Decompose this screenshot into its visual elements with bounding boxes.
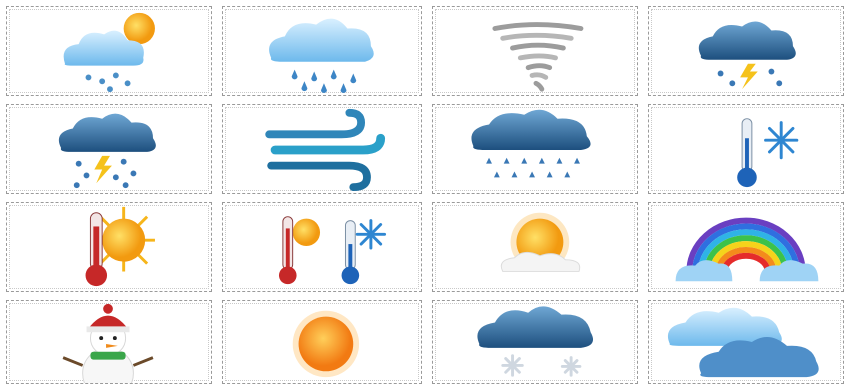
tile-cold-thermometer[interactable] — [648, 104, 844, 194]
sun-behind-rain-cloud-icon — [63, 12, 155, 93]
wind-icon — [265, 108, 386, 192]
tile-sun-behind-cloud[interactable] — [432, 202, 638, 292]
rain-cloud-icon — [269, 18, 374, 94]
tile-hot-thermometer[interactable] — [6, 202, 212, 292]
tile-snowman[interactable] — [6, 300, 212, 384]
tile-thunder-hail-cloud[interactable] — [6, 104, 212, 194]
tile-snow-cloud[interactable] — [432, 300, 638, 384]
rainbow-icon — [675, 217, 819, 282]
tile-sun[interactable] — [222, 300, 422, 384]
tile-rain-cloud[interactable] — [222, 6, 422, 96]
snowman-icon — [62, 303, 154, 383]
tile-sun-behind-rain-cloud[interactable] — [6, 6, 212, 96]
overcast-clouds-icon — [667, 307, 819, 378]
tile-hail-cloud[interactable] — [432, 104, 638, 194]
snow-cloud-icon — [477, 306, 594, 377]
tile-rainbow[interactable] — [648, 202, 844, 292]
tile-thunderstorm-cloud[interactable] — [648, 6, 844, 96]
hot-thermometer-sun-icon — [85, 206, 155, 287]
tile-tornado[interactable] — [432, 6, 638, 96]
tile-wind[interactable] — [222, 104, 422, 194]
sun-icon — [292, 310, 360, 378]
cold-thermometer-snowflake-icon — [737, 118, 799, 188]
tile-overcast[interactable] — [648, 300, 844, 384]
hot-and-cold-thermometers-icon — [278, 216, 387, 285]
sun-behind-cloud-icon — [500, 212, 581, 272]
tornado-icon — [492, 22, 584, 92]
thunder-hail-cloud-icon — [58, 113, 156, 189]
hail-cloud-icon — [471, 109, 591, 178]
thunderstorm-cloud-icon — [698, 21, 796, 90]
tile-hot-and-cold[interactable] — [222, 202, 422, 292]
